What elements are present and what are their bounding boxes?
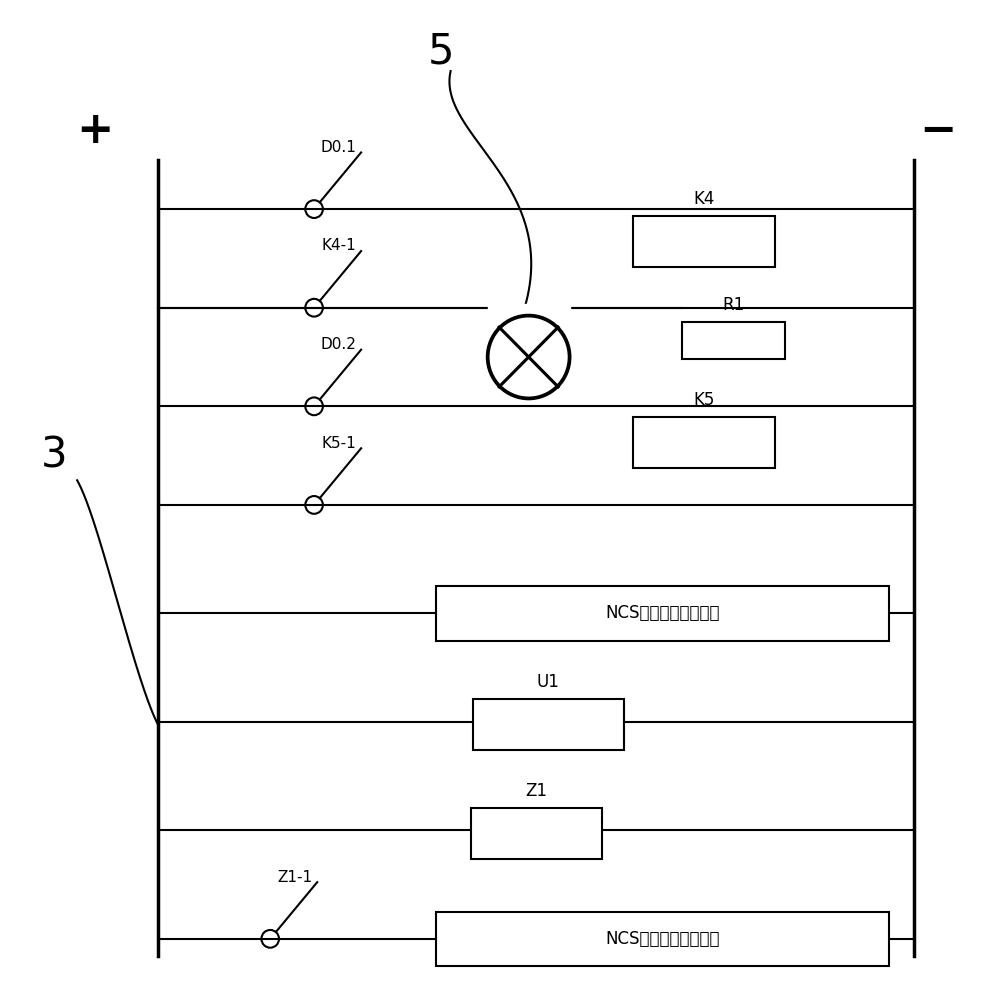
Bar bbox=[473, 699, 624, 750]
Bar bbox=[435, 912, 889, 966]
Text: U1: U1 bbox=[537, 673, 560, 691]
Text: 5: 5 bbox=[427, 30, 454, 72]
Text: Z1: Z1 bbox=[525, 782, 548, 800]
Text: R1: R1 bbox=[722, 296, 745, 314]
Text: D0.2: D0.2 bbox=[320, 337, 356, 352]
Bar bbox=[488, 304, 570, 312]
Text: Z1-1: Z1-1 bbox=[277, 870, 313, 885]
Bar bbox=[471, 808, 602, 859]
Text: K5: K5 bbox=[693, 391, 715, 409]
Bar bbox=[633, 216, 774, 267]
Text: −: − bbox=[920, 109, 956, 152]
Text: +: + bbox=[76, 109, 114, 152]
Bar bbox=[435, 586, 889, 641]
Bar bbox=[633, 417, 774, 468]
Text: K5-1: K5-1 bbox=[321, 436, 356, 451]
Text: NCS直流失电报警信号: NCS直流失电报警信号 bbox=[605, 930, 719, 948]
Text: K4-1: K4-1 bbox=[321, 238, 356, 253]
Text: 3: 3 bbox=[41, 435, 67, 477]
Text: D0.1: D0.1 bbox=[320, 140, 356, 155]
Bar bbox=[682, 322, 784, 359]
Text: NCS多点接地报警信号: NCS多点接地报警信号 bbox=[605, 604, 719, 622]
Text: K4: K4 bbox=[693, 190, 715, 208]
